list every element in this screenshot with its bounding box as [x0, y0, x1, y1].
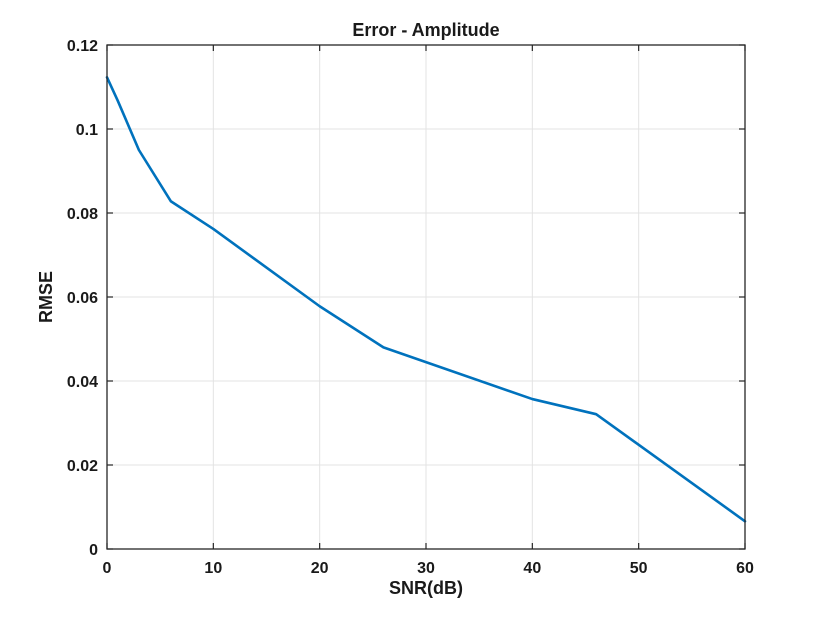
x-tick-label: 30: [417, 560, 435, 577]
x-tick-label: 10: [204, 560, 222, 577]
series-line: [105, 76, 747, 523]
y-tick-label: 0.1: [76, 122, 98, 139]
x-tick-label: 60: [736, 560, 754, 577]
y-tick-label: 0.08: [67, 206, 98, 223]
y-tick-label: 0.12: [67, 38, 98, 55]
chart-title: Error - Amplitude: [352, 20, 499, 40]
y-tick-label: 0: [89, 542, 98, 559]
ticks: 0 10 20 30 40 50 60 0 0.02 0.04 0.06 0.08 0.1 0.12: [67, 38, 754, 577]
x-tick-label: 20: [311, 560, 329, 577]
y-tick-label: 0.02: [67, 458, 98, 475]
y-tick-label: 0.06: [67, 290, 98, 307]
y-tick-label: 0.04: [67, 374, 98, 391]
x-tick-label: 50: [630, 560, 648, 577]
x-tick-label: 40: [523, 560, 541, 577]
y-axis-label: RMSE: [36, 271, 56, 323]
x-tick-label: 0: [103, 560, 112, 577]
grid: [107, 45, 745, 549]
series-layer: [105, 76, 747, 523]
x-axis-label: SNR(dB): [389, 578, 463, 598]
